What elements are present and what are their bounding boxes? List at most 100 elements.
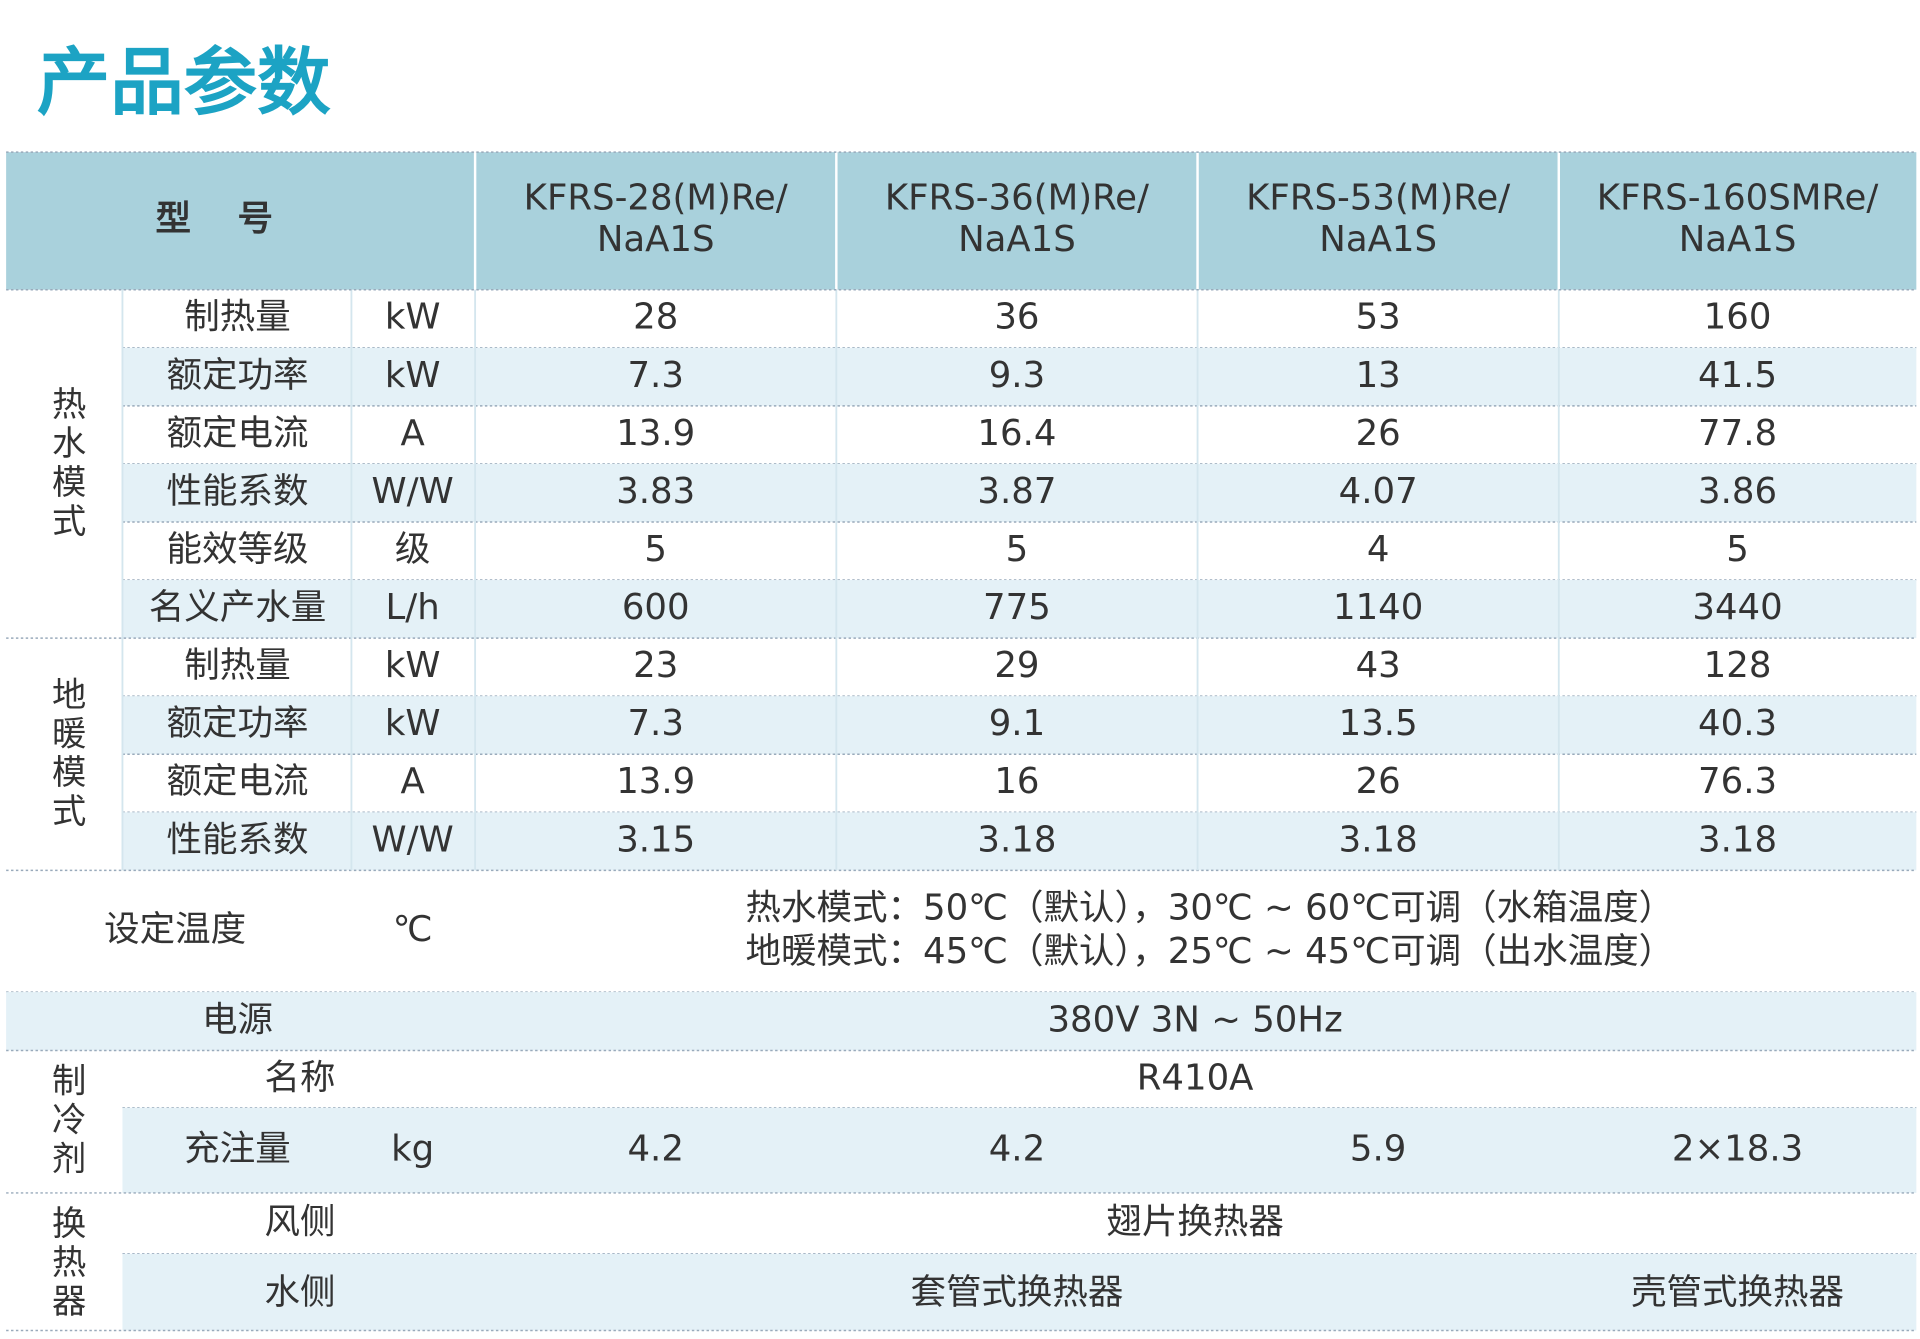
param-value: 28 <box>633 297 678 338</box>
param-name: 水侧 <box>265 1272 336 1313</box>
param-name: 名称 <box>265 1058 336 1099</box>
param-value: 3.83 <box>616 471 695 512</box>
param-value: 5 <box>644 529 667 570</box>
param-value: 5 <box>1006 529 1029 570</box>
param-value: 4.07 <box>1339 471 1418 512</box>
param-value: 3.18 <box>977 819 1056 860</box>
group-label: 热水模式 <box>45 386 85 542</box>
cell-bg <box>6 152 1917 290</box>
param-value: 13.9 <box>616 761 695 802</box>
param-unit: W/W <box>372 819 454 860</box>
param-value: 套管式换热器 <box>910 1272 1123 1313</box>
param-value: 4.2 <box>989 1128 1045 1169</box>
param-value: 43 <box>1356 645 1401 686</box>
param-unit: L/h <box>386 587 440 628</box>
param-value: 2×18.3 <box>1672 1128 1803 1169</box>
group-label: 换热器 <box>45 1205 85 1322</box>
param-value: 7.3 <box>627 355 683 396</box>
param-value: 1140 <box>1333 587 1423 628</box>
model-name: KFRS-53(M)Re/ <box>1246 178 1510 219</box>
param-value: 9.1 <box>989 703 1045 744</box>
param-name: 额定功率 <box>167 355 309 396</box>
param-value: 41.5 <box>1698 355 1777 396</box>
param-unit: kW <box>385 355 441 396</box>
param-name: 性能系数 <box>167 819 309 860</box>
model-name: NaA1S <box>958 219 1076 260</box>
setting-line: 地暖模式：45℃（默认），25℃ ~ 45℃可调（出水温度） <box>746 931 1675 972</box>
param-value: 128 <box>1704 645 1772 686</box>
param-unit: kW <box>385 703 441 744</box>
param-name: 制热量 <box>184 297 290 338</box>
param-value: 3.18 <box>1339 819 1418 860</box>
param-value: 壳管式换热器 <box>1631 1272 1844 1313</box>
page-title: 产品参数 <box>37 41 332 126</box>
param-name: 制热量 <box>184 645 290 686</box>
param-value: 4.2 <box>627 1128 683 1169</box>
param-value: 7.3 <box>627 703 683 744</box>
param-name: 额定电流 <box>167 761 309 802</box>
group-label: 制冷剂 <box>45 1063 85 1180</box>
param-value: 13.5 <box>1339 703 1418 744</box>
cell-bg <box>122 347 1917 406</box>
param-name: 设定温度 <box>104 909 246 950</box>
cell-bg <box>122 463 1917 522</box>
param-unit: kg <box>391 1128 434 1169</box>
param-value: 160 <box>1704 297 1772 338</box>
param-unit: W/W <box>372 471 454 512</box>
param-unit: kW <box>385 645 441 686</box>
param-value: 3.18 <box>1698 819 1777 860</box>
param-value: 5 <box>1726 529 1749 570</box>
param-value: 13 <box>1356 355 1401 396</box>
param-name: 名义产水量 <box>149 587 326 628</box>
param-value: 40.3 <box>1698 703 1777 744</box>
param-unit: 级 <box>395 529 430 570</box>
cell-bg <box>122 812 1917 871</box>
param-value: 600 <box>622 587 690 628</box>
param-value: 26 <box>1356 413 1401 454</box>
param-value: 53 <box>1356 297 1401 338</box>
param-unit: A <box>401 413 425 454</box>
param-value: 16.4 <box>977 413 1056 454</box>
model-name: NaA1S <box>597 219 715 260</box>
model-name: NaA1S <box>1679 219 1797 260</box>
cell-bg <box>122 1253 1917 1331</box>
setting-line: 热水模式：50℃（默认），30℃ ~ 60℃可调（水箱温度） <box>746 887 1675 928</box>
param-value: 9.3 <box>989 355 1045 396</box>
param-name: 电源 <box>202 999 273 1040</box>
param-unit: ℃ <box>393 909 433 950</box>
param-name: 性能系数 <box>167 471 309 512</box>
cell-bg <box>122 580 1917 639</box>
param-value: 3.86 <box>1698 471 1777 512</box>
header-label: 型号 <box>156 198 320 239</box>
param-value: 3.87 <box>977 471 1056 512</box>
model-name: KFRS-28(M)Re/ <box>524 178 788 219</box>
model-name: KFRS-36(M)Re/ <box>885 178 1149 219</box>
param-unit: kW <box>385 297 441 338</box>
param-unit: A <box>401 761 425 802</box>
param-value: 16 <box>994 761 1039 802</box>
param-value: 775 <box>983 587 1051 628</box>
param-name: 额定电流 <box>167 413 309 454</box>
param-value: 翅片换热器 <box>1106 1201 1283 1242</box>
param-name: 充注量 <box>184 1128 290 1169</box>
param-name: 风侧 <box>265 1201 336 1242</box>
model-name: NaA1S <box>1319 219 1437 260</box>
param-value: 23 <box>633 645 678 686</box>
param-value: R410A <box>1137 1058 1254 1099</box>
param-value: 76.3 <box>1698 761 1777 802</box>
group-label: 地暖模式 <box>45 676 85 832</box>
param-value: 29 <box>994 645 1039 686</box>
model-name: KFRS-160SMRe/ <box>1597 178 1879 219</box>
cell-bg <box>122 696 1917 755</box>
param-value: 26 <box>1356 761 1401 802</box>
cell-bg <box>122 1107 1917 1193</box>
param-value: 4 <box>1367 529 1390 570</box>
param-value: 3.15 <box>616 819 695 860</box>
cell-bg <box>6 992 1917 1051</box>
param-value: 5.9 <box>1350 1128 1406 1169</box>
param-name: 能效等级 <box>167 529 309 570</box>
param-name: 额定功率 <box>167 703 309 744</box>
param-value: 13.9 <box>616 413 695 454</box>
